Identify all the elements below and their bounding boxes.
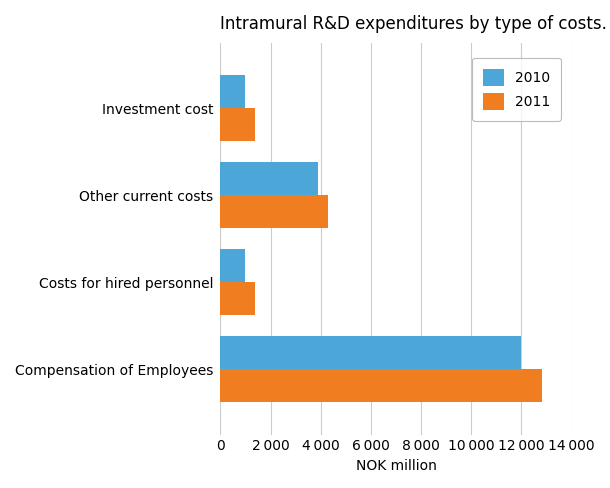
Bar: [220, 336, 522, 369]
Bar: [220, 195, 328, 228]
Bar: [220, 249, 245, 282]
Bar: [220, 162, 318, 195]
Bar: [220, 282, 256, 315]
Legend: 2010, 2011: 2010, 2011: [472, 58, 561, 121]
Text: Intramural R&D expenditures by type of costs. 2010 and 2011. NOK million: Intramural R&D expenditures by type of c…: [220, 15, 610, 33]
Bar: [220, 369, 542, 403]
Bar: [220, 75, 245, 108]
Bar: [220, 108, 256, 141]
X-axis label: NOK million: NOK million: [356, 459, 436, 473]
